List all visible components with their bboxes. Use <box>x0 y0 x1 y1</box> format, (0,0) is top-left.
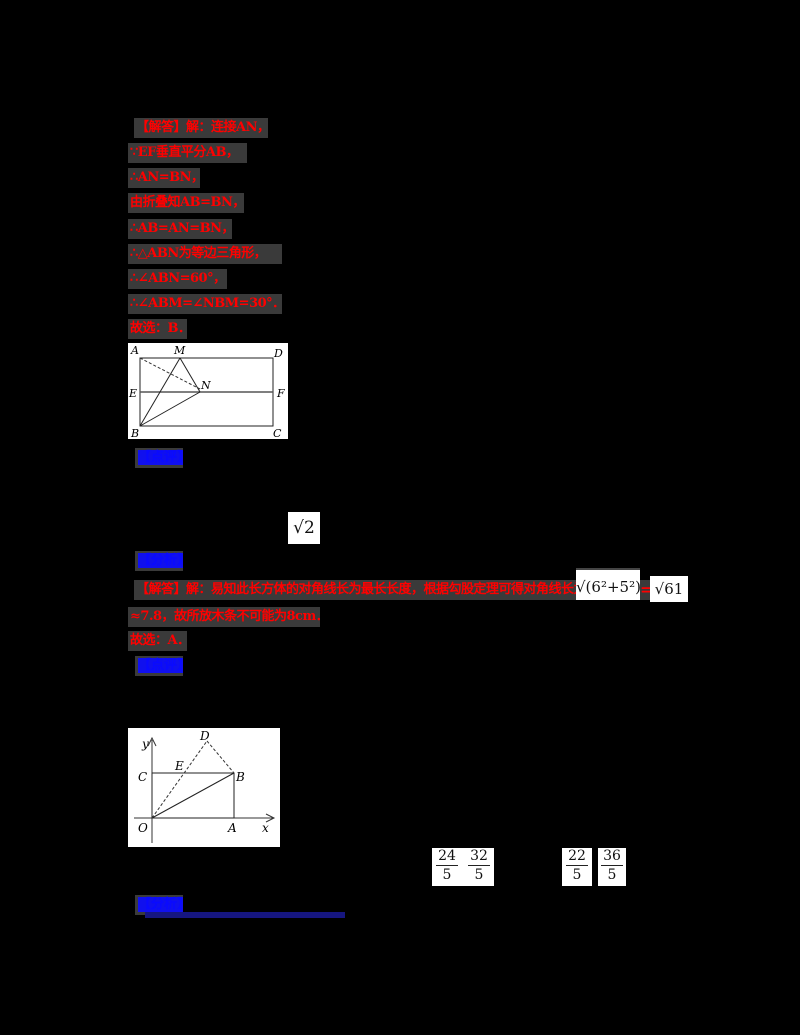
point-coordinate-1: 24 5 32 5 <box>432 848 494 886</box>
equals-sign: = <box>640 580 654 600</box>
fraction-x-numerator: 22 <box>566 848 588 866</box>
label-d: D <box>273 347 283 360</box>
geometry-figure-rectangle-fold: A M D N E F B C <box>128 343 288 440</box>
solution2-answer: 故选：A． <box>128 631 187 651</box>
fraction-y-numerator: 36 <box>601 848 623 866</box>
label-a: A <box>130 344 139 357</box>
fraction-x-numerator: 24 <box>436 848 458 866</box>
section-label-comment-1: 【点评】 <box>135 448 183 468</box>
solution1-line-6: ∴△ABN为等边三角形， <box>128 244 282 264</box>
solution1-line-2: ∵EF垂直平分AB， <box>128 143 247 163</box>
fraction-y-denominator: 5 <box>607 867 617 883</box>
label-x: x <box>262 821 269 835</box>
section-label-analysis-2: 【分析】 <box>135 895 183 915</box>
label-b: B <box>130 427 139 439</box>
solution2-line-2: ≈7.8，故所放木条不可能为8cm． <box>128 607 320 627</box>
point-coordinate-2-x: 22 5 <box>562 848 592 886</box>
label-m: M <box>173 344 186 357</box>
label-b: B <box>235 770 245 784</box>
section-label-comment-2: 【点评】 <box>135 656 183 676</box>
label-y: y <box>141 737 149 751</box>
solution1-line-1: 【解答】解：连接AN， <box>134 118 268 138</box>
solution1-line-7: ∴∠ABN=60°， <box>128 269 227 289</box>
label-e: E <box>128 387 137 400</box>
label-c: C <box>273 427 282 439</box>
fraction-y-denominator: 5 <box>474 867 484 883</box>
underline-bar <box>145 912 345 918</box>
solution1-line-8: ∴∠ABM=∠NBM=30°． <box>128 294 282 314</box>
section-label-analysis-1: 【分析】 <box>135 551 183 571</box>
fraction-x-denominator: 5 <box>442 867 452 883</box>
fraction-x-denominator: 5 <box>572 867 582 883</box>
formula-sqrt-sum-squares: √(6²+5²) <box>576 568 641 600</box>
solution1-answer: 故选：B． <box>128 319 187 339</box>
formula-sqrt-61: √61 <box>650 576 688 602</box>
solution1-line-5: ∴AB=AN=BN， <box>128 219 232 239</box>
fraction-y-numerator: 32 <box>468 848 490 866</box>
formula-sqrt-2: √2 <box>288 512 320 544</box>
label-d: D <box>199 729 210 743</box>
label-o: O <box>138 821 148 835</box>
label-n: N <box>200 379 211 392</box>
label-c: C <box>138 770 147 784</box>
coordinate-figure-rectangle-oabc: y D C E B O A x <box>128 728 280 847</box>
solution1-line-3: ∴AN=BN， <box>128 168 200 188</box>
point-coordinate-2-y: 36 5 <box>598 848 626 886</box>
label-f: F <box>276 387 285 400</box>
label-a: A <box>227 821 237 835</box>
solution1-line-4: 由折叠知AB=BN， <box>128 193 244 213</box>
label-e: E <box>174 759 184 773</box>
solution2-line-1: 【解答】解：易知此长方体的对角线长为最长长度，根据勾股定理可得对角线长为 <box>134 580 578 600</box>
